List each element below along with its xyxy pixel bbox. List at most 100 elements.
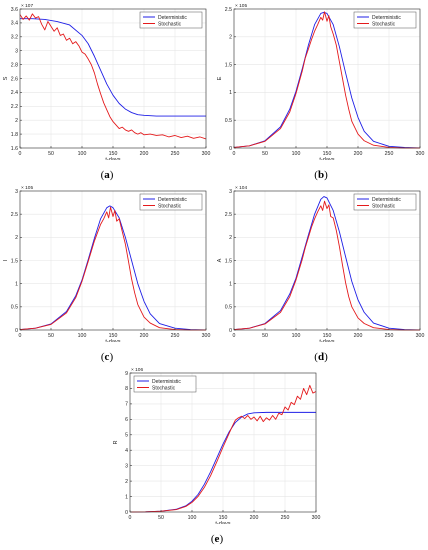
x-tick-label: 300	[416, 151, 425, 157]
x-tick-label: 50	[48, 151, 54, 157]
x-tick-label: 250	[385, 333, 394, 339]
y-tick-label: 4	[125, 448, 128, 454]
y-tick-label: 3.2	[11, 35, 18, 41]
x-tick-label: 250	[281, 515, 290, 521]
legend-box	[133, 375, 197, 393]
series-line-deterministic	[233, 11, 421, 149]
legend-label-stochastic: Stochastic	[158, 203, 182, 209]
x-axis-label: t-days	[215, 521, 230, 524]
panel-caption-b: (b)	[314, 169, 328, 181]
y-exponent-label: × 105	[235, 3, 247, 9]
y-tick-label: 2.5	[225, 7, 232, 13]
x-tick-label: 0	[233, 151, 236, 157]
panel-caption-a: (a)	[100, 169, 114, 181]
legend-label-deterministic: Deterministic	[152, 379, 181, 385]
y-tick-label: 1.6	[11, 146, 18, 152]
y-tick-label: 2	[229, 235, 232, 241]
chart-panel-d: 0 50 100 150 200 250 300 0 0.5 1 1.5 2 2.5 3 × 104 t-da…	[214, 182, 428, 345]
chart-svg: 0 50 100 150 200 250 300 0 0.5 1 1.5 2 2.5× 105 t-day…	[217, 3, 425, 163]
y-tick-label: 3	[15, 49, 18, 55]
y-tick-label: 2	[15, 235, 18, 241]
y-tick-label: 3	[229, 189, 232, 195]
x-tick-label: 300	[312, 515, 321, 521]
x-tick-label: 100	[78, 151, 87, 157]
y-tick-label: 2.8	[11, 62, 18, 68]
legend-box	[139, 193, 203, 211]
x-tick-label: 50	[262, 333, 268, 339]
y-tick-label: 0	[15, 328, 18, 334]
x-tick-label: 200	[140, 333, 149, 339]
y-tick-label: 0	[229, 328, 232, 334]
panel-caption-e: (e)	[210, 533, 224, 545]
legend-label-deterministic: Deterministic	[372, 15, 401, 21]
y-axis-label: E	[217, 76, 223, 80]
y-tick-label: 0.5	[11, 305, 18, 311]
x-tick-label: 200	[140, 151, 149, 157]
y-tick-label: 1	[229, 90, 232, 96]
series-line-stochastic	[233, 11, 420, 149]
y-tick-label: 0.5	[225, 305, 232, 311]
chart-svg: 0 50 100 150 200 250 300 0 0.5 1 1.5 2 2.5 3× 104 t-da…	[217, 185, 425, 345]
legend-box	[353, 193, 417, 211]
y-tick-label: 7	[125, 402, 128, 408]
chart-panel-e: 0 50 100 150 200 250 300 0 1 2 3 4 5 6 7 8 9 × 106 t-days R…	[110, 364, 324, 527]
x-tick-label: 250	[171, 151, 180, 157]
legend-box	[353, 11, 417, 29]
y-tick-label: 3	[125, 463, 128, 469]
series-line-stochastic	[19, 206, 206, 331]
x-tick-label: 300	[416, 333, 425, 339]
y-tick-label: 9	[125, 371, 128, 377]
x-axis-label: t-days	[319, 339, 334, 342]
legend-label-deterministic: Deterministic	[158, 15, 187, 21]
y-axis-label: S	[3, 76, 9, 80]
series-line-stochastic	[233, 200, 420, 331]
y-exponent-label: × 104	[235, 185, 247, 191]
x-tick-label: 200	[354, 151, 363, 157]
x-tick-label: 150	[219, 515, 228, 521]
panel-caption-c: (c)	[100, 351, 114, 363]
legend-label-stochastic: Stochastic	[152, 385, 176, 391]
x-axis-label: t-days	[105, 157, 120, 160]
y-axis-label: A	[217, 258, 223, 262]
series-line-stochastic	[19, 13, 207, 140]
y-exponent-label: × 106	[131, 367, 143, 373]
legend-label-stochastic: Stochastic	[372, 203, 396, 209]
y-tick-label: 2	[15, 118, 18, 124]
x-tick-label: 100	[292, 333, 301, 339]
y-tick-label: 8	[125, 386, 128, 392]
y-tick-label: 1.8	[11, 132, 18, 138]
y-tick-label: 3.6	[11, 7, 18, 13]
y-tick-label: 1.5	[11, 258, 18, 264]
x-tick-label: 100	[188, 515, 197, 521]
y-exponent-label: × 107	[21, 3, 33, 9]
series-line-deterministic	[20, 18, 206, 117]
legend-label-deterministic: Deterministic	[158, 197, 187, 203]
chart-panel-a: 0 50 100 150 200 250 300 1.6 1.8 2 2.2 2.4 2.6 2.8 3 3.…	[0, 0, 214, 163]
y-tick-label: 0	[125, 510, 128, 516]
y-tick-label: 3.4	[11, 21, 18, 27]
series-line-deterministic	[19, 205, 207, 331]
y-axis-label: R	[113, 440, 119, 444]
y-tick-label: 2.2	[11, 104, 18, 110]
x-tick-label: 100	[292, 151, 301, 157]
y-tick-label: 2.5	[11, 212, 18, 218]
y-tick-label: 0.5	[225, 118, 232, 124]
x-tick-label: 200	[250, 515, 259, 521]
x-tick-label: 150	[323, 333, 332, 339]
x-tick-label: 250	[385, 151, 394, 157]
chart-svg: 0 50 100 150 200 250 300 1.6 1.8 2 2.2 2.4 2.6 2.8 3 3.…	[3, 3, 210, 163]
chart-panel-c: 0 50 100 150 200 250 300 0 0.5 1 1.5 2 2.5 3 × 105 t-da…	[0, 182, 214, 345]
x-tick-label: 100	[78, 333, 87, 339]
y-tick-label: 1.5	[225, 62, 232, 68]
x-tick-label: 50	[262, 151, 268, 157]
y-tick-label: 5	[125, 433, 128, 439]
y-tick-label: 1	[229, 281, 232, 287]
x-tick-label: 0	[129, 515, 132, 521]
y-tick-label: 2.4	[11, 90, 18, 96]
x-axis-label: t-days	[319, 157, 334, 160]
legend-label-stochastic: Stochastic	[158, 21, 182, 27]
